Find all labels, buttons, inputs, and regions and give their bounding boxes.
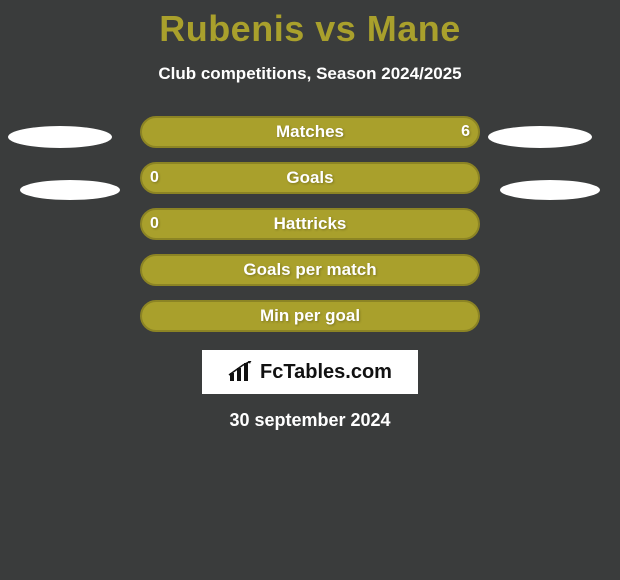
page-title: Rubenis vs Mane [0,0,620,50]
stat-row: Min per goal [0,300,620,332]
date-line: 30 september 2024 [0,410,620,431]
stat-row: Hattricks 0 [0,208,620,240]
logo-box: FcTables.com [202,350,418,394]
ellipse-deco [20,180,120,200]
chart-icon [228,361,254,383]
stat-label: Goals per match [243,260,376,280]
stat-bar: Goals [140,162,480,194]
subtitle: Club competitions, Season 2024/2025 [0,64,620,84]
stat-bar: Goals per match [140,254,480,286]
stat-bar: Min per goal [140,300,480,332]
stat-label: Hattricks [274,214,347,234]
ellipse-deco [500,180,600,200]
logo-text: FcTables.com [260,361,392,384]
stat-label: Min per goal [260,306,360,326]
comparison-infographic: Rubenis vs Mane Club competitions, Seaso… [0,0,620,580]
stat-label: Goals [286,168,333,188]
stat-bar: Hattricks [140,208,480,240]
stat-value-left: 0 [150,208,159,240]
stat-label: Matches [276,122,344,142]
stat-rows: Matches 6 Goals 0 Hattricks 0 Goals per match M… [0,116,620,332]
ellipse-deco [488,126,592,148]
stat-value-left: 0 [150,162,159,194]
stat-value-right: 6 [461,116,470,148]
stat-row: Goals per match [0,254,620,286]
stat-bar: Matches [140,116,480,148]
ellipse-deco [8,126,112,148]
